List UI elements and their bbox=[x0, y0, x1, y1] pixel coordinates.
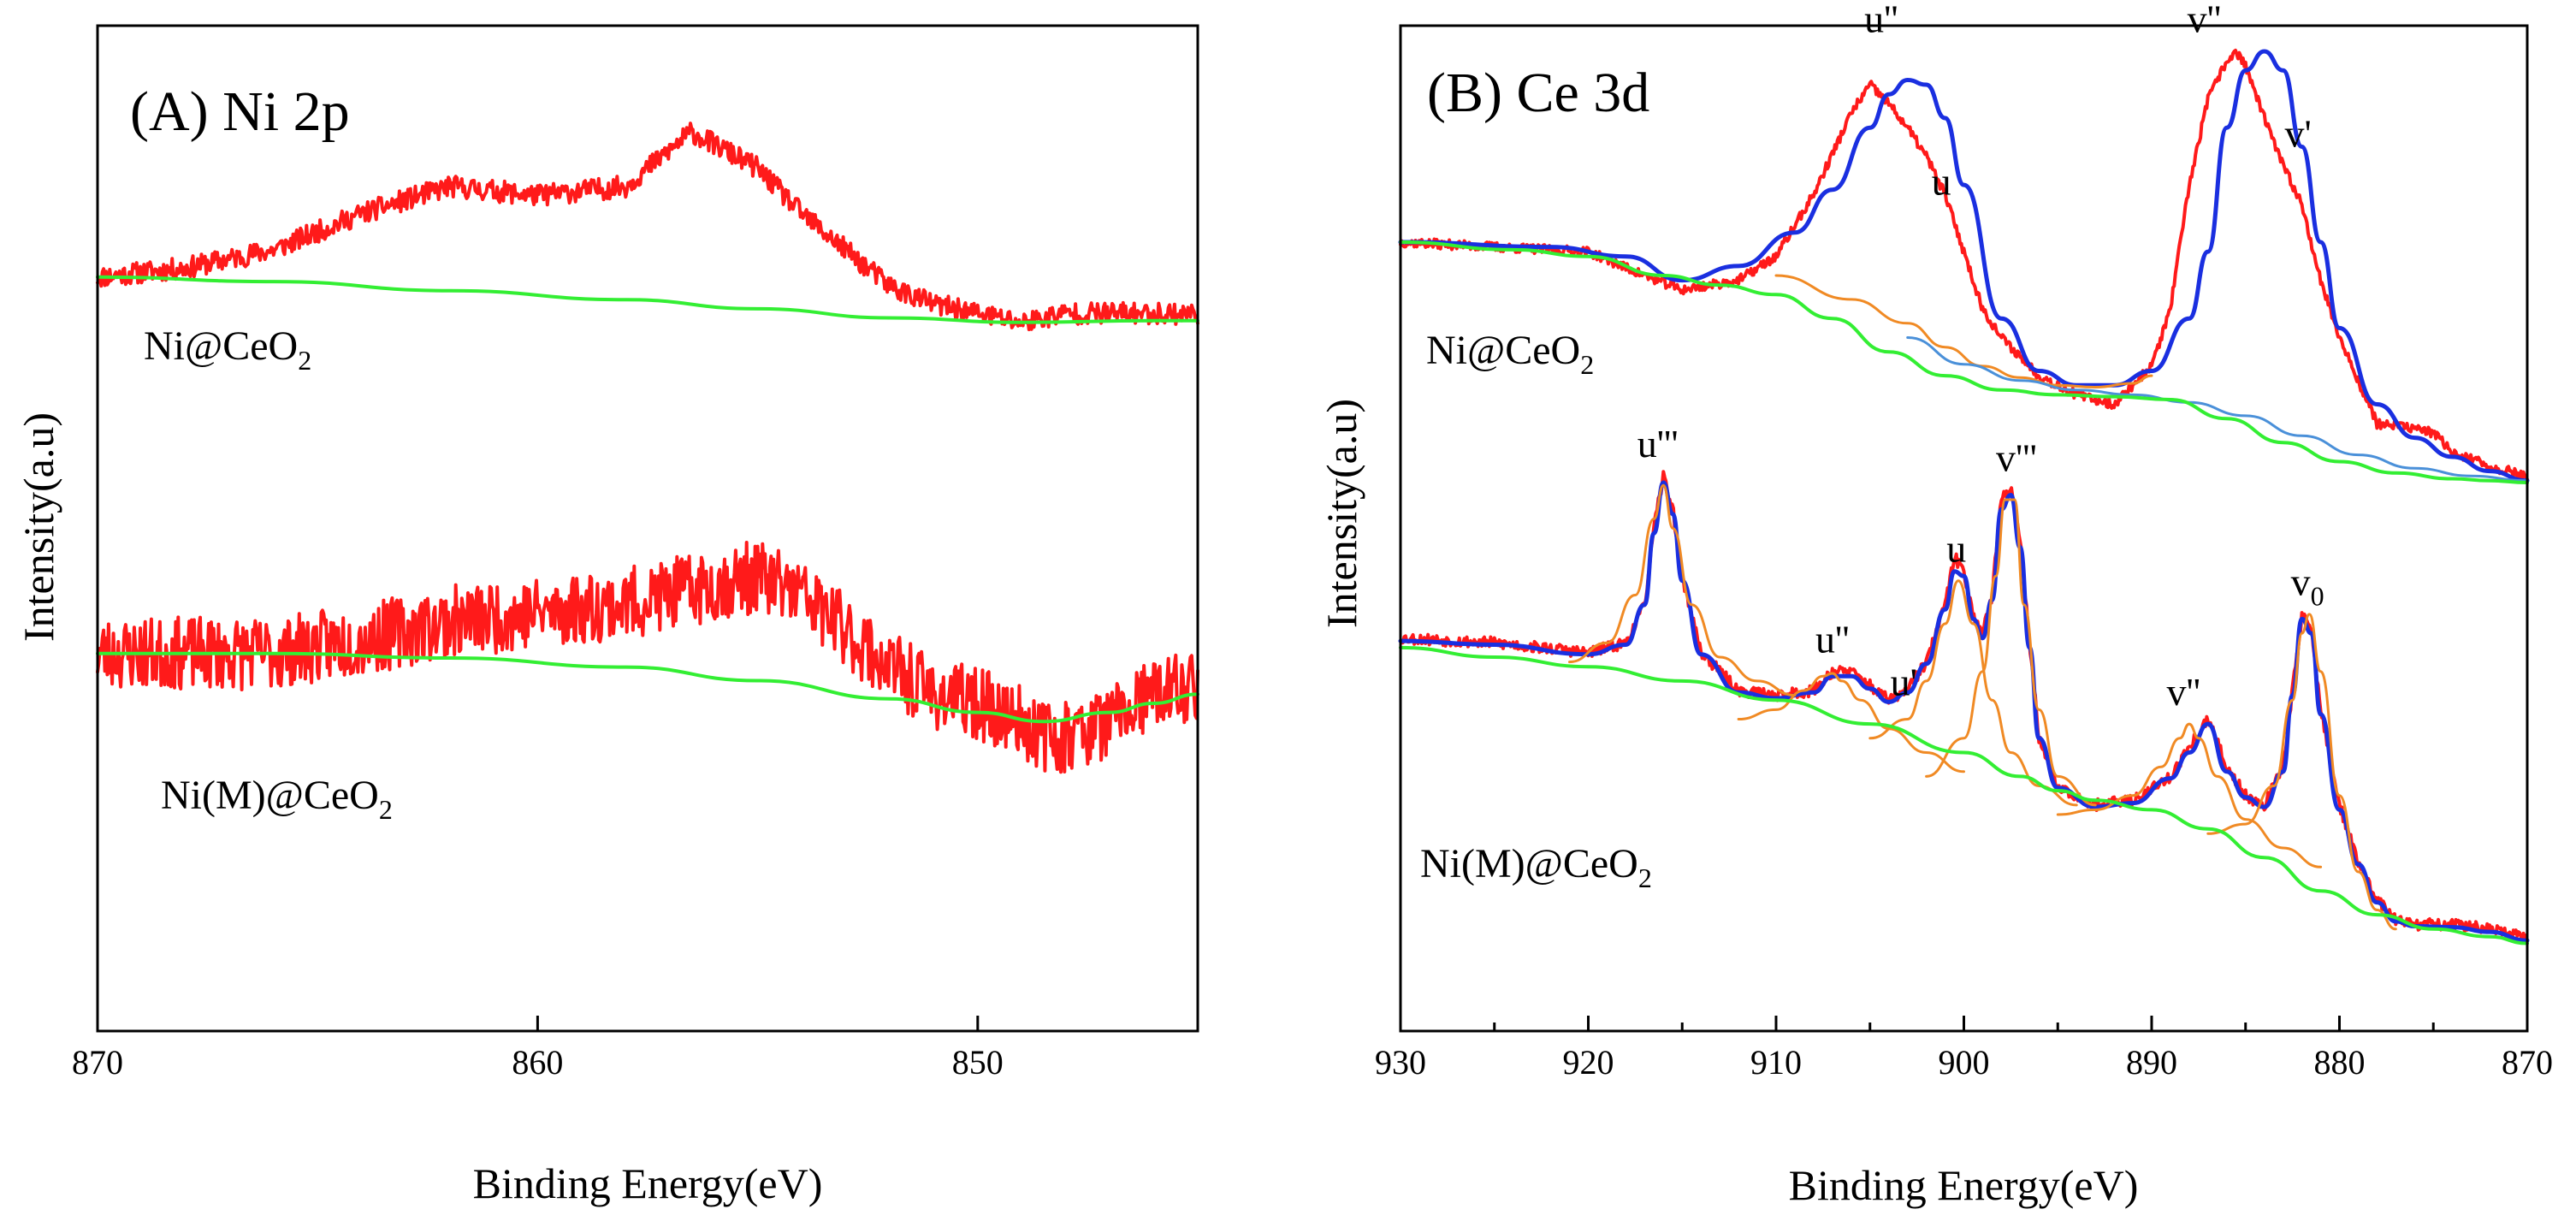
panel-b-sample-2-subscript: 2 bbox=[1638, 862, 1652, 893]
panel-b-peak-label: u' bbox=[1891, 661, 1917, 704]
panel-a-x-tick-label: 860 bbox=[512, 1043, 563, 1082]
panel-b-sample-label-2: Ni(M)@CeO2 bbox=[1420, 841, 1652, 893]
panel-a-sample-label-1: Ni@CeO2 bbox=[144, 323, 311, 376]
panel-b-x-tick-label: 900 bbox=[1939, 1043, 1990, 1082]
panel-a-x-tick-label: 850 bbox=[952, 1043, 1004, 1082]
panel-a-title: (A) Ni 2p bbox=[130, 80, 350, 143]
panel-b-sample-2-component-curve-8 bbox=[2206, 613, 2397, 931]
panel-b-sample-1-subscript: 2 bbox=[1580, 349, 1594, 380]
panel-a-sample-1-subscript: 2 bbox=[298, 345, 311, 376]
panel-b-sample-1-component-curve-3 bbox=[1774, 274, 2153, 388]
panel-a-y-axis-label: Intensity(a.u) bbox=[15, 412, 62, 642]
panel-b-x-tick-label: 910 bbox=[1750, 1043, 1802, 1082]
panel-b-peak-label: v' bbox=[2285, 112, 2312, 156]
panel-b-peak-label: v0 bbox=[2291, 560, 2324, 612]
panel-b-peak-label: u'' bbox=[1815, 617, 1850, 661]
panel-b-peak-label: v'' bbox=[2167, 670, 2201, 714]
panel-a-sample-1-background-curve-2 bbox=[96, 275, 1199, 324]
panel-b-peak-labels: u'' u v'' v' u''' u'' u' u v''' v'' v0 bbox=[1637, 0, 2324, 714]
panel-b-x-axis-label: Binding Energy(eV) bbox=[1789, 1161, 2139, 1209]
panel-b-x-tick-label: 870 bbox=[2502, 1043, 2553, 1082]
panel-b-x-tick-label: 930 bbox=[1375, 1043, 1426, 1082]
panel-b-sample-2-component-curve-6 bbox=[1925, 498, 2097, 807]
panel-b-sample-label-1: Ni@CeO2 bbox=[1426, 328, 1594, 380]
panel-a-x-axis-label: Binding Energy(eV) bbox=[473, 1159, 823, 1207]
panel-b-sample-2-component-curve-7 bbox=[2056, 722, 2323, 868]
panel-a-x-tick-label: 870 bbox=[72, 1043, 123, 1082]
panel-b-title: (B) Ce 3d bbox=[1427, 62, 1649, 124]
panel-b-y-axis-label: Intensity(a.u) bbox=[1318, 399, 1365, 628]
panel-a-plot-area bbox=[96, 122, 1199, 774]
panel-b-x-tick-label: 890 bbox=[2126, 1043, 2177, 1082]
panel-b-peak-label: u''' bbox=[1637, 422, 1679, 465]
panel-b-peak-label: u bbox=[1946, 527, 1966, 571]
panel-a-frame bbox=[96, 24, 1199, 1033]
panel-b-peak-label: v'' bbox=[2188, 0, 2222, 41]
panel-b-sample-1-envelope-curve-2 bbox=[1398, 49, 2530, 483]
panel-a-sample-2-name: Ni(M)@CeO bbox=[161, 773, 379, 818]
panel-b: 930 920 910 900 890 880 870 u''uv''v'u'''u''u'… bbox=[1318, 0, 2553, 1209]
panel-b-sample-2-name: Ni(M)@CeO bbox=[1420, 841, 1638, 886]
panel-b-sample-1-measured-curve-1 bbox=[1399, 48, 2529, 482]
panel-a-sample-2-background-curve-2 bbox=[96, 651, 1199, 724]
panel-b-sample-1-name: Ni@CeO bbox=[1426, 328, 1580, 373]
panel-b-peak-label: u bbox=[1932, 159, 1951, 203]
panel-a-sample-2-measured-curve-1 bbox=[96, 541, 1199, 774]
panel-b-sample-1-background-curve-5 bbox=[1399, 240, 2529, 484]
panel-b-plot-area bbox=[1398, 48, 2530, 945]
panel-a-x-ticks: 870 860 850 bbox=[72, 1016, 1004, 1082]
panel-b-peak-label: u'' bbox=[1864, 0, 1898, 41]
panel-b-sample-2-component-curve-5 bbox=[1868, 579, 2078, 807]
panel-a-sample-1-name: Ni@CeO bbox=[144, 323, 298, 369]
panel-b-sample-2-background-curve-9 bbox=[1399, 645, 2529, 945]
panel-a-sample-label-2: Ni(M)@CeO2 bbox=[161, 773, 393, 825]
panel-b-sample-2-component-curve-3 bbox=[1568, 483, 1797, 697]
panel-b-x-tick-label: 920 bbox=[1563, 1043, 1614, 1082]
panel-b-x-ticks: 930 920 910 900 890 880 870 bbox=[1375, 1016, 2553, 1082]
panel-b-sample-2-component-curve-4 bbox=[1737, 672, 1965, 773]
panel-b-sample-1-component-curve-4 bbox=[1906, 336, 2529, 483]
panel-a: 870 860 850 (A) Ni 2p Binding Energy(eV) I… bbox=[15, 24, 1199, 1207]
panel-a-sample-2-subscript: 2 bbox=[379, 794, 393, 825]
panel-b-peak-label: v''' bbox=[1996, 436, 2037, 480]
panel-b-x-tick-label: 880 bbox=[2314, 1043, 2366, 1082]
